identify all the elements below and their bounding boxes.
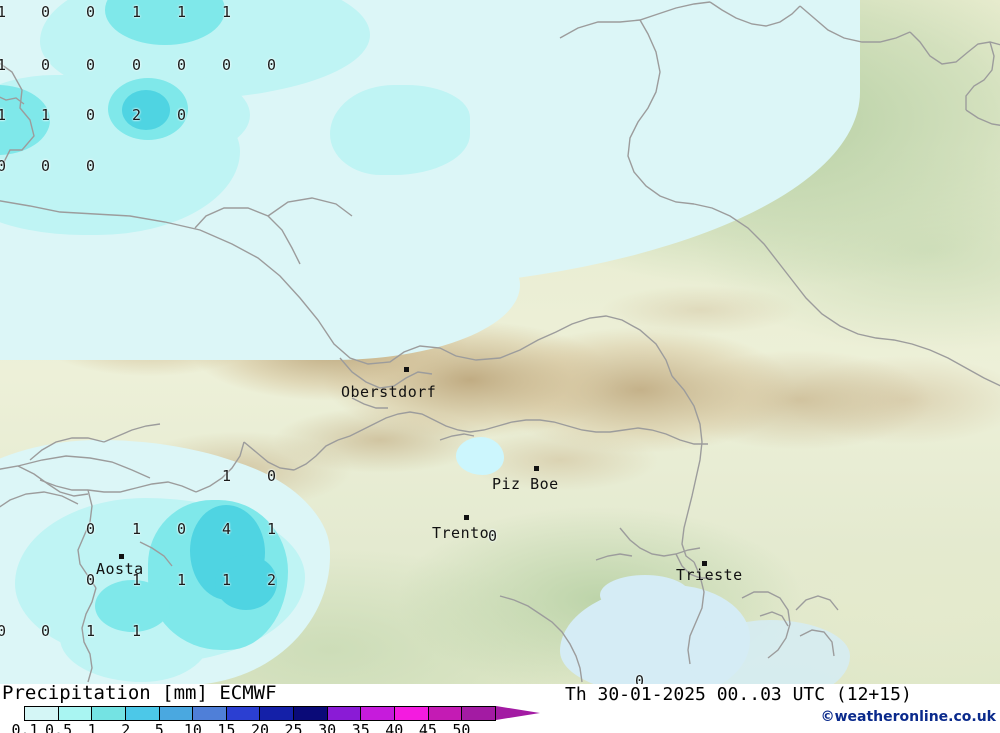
precip-value-label: 0 [177, 106, 187, 124]
precip-value-label: 0 [41, 157, 51, 175]
legend-tick-25: 25 [284, 721, 303, 733]
precip-band-0.5mm-north-d [330, 85, 470, 175]
legend-tick-30: 30 [318, 721, 337, 733]
precip-band-1mm-southwest-b [95, 580, 170, 632]
legend-tick-50: 50 [452, 721, 471, 733]
legend-swatch-30 [327, 707, 362, 720]
legend-tick-35: 35 [351, 721, 370, 733]
legend-tick-1: 1 [87, 721, 97, 733]
precip-band-0.1mm-northwest [0, 210, 520, 360]
legend-swatch-20 [260, 707, 295, 720]
precip-value-label: 0 [86, 3, 96, 21]
city-dot-icon [464, 515, 469, 520]
precip-value-label: 1 [0, 106, 7, 124]
precip-value-label: 0 [635, 672, 645, 684]
legend-tick-45: 45 [418, 721, 437, 733]
city-label: Aosta [96, 560, 144, 578]
precip-value-label: 0 [177, 56, 187, 74]
legend-swatch-0.5 [58, 707, 93, 720]
precip-value-label: 4 [222, 520, 232, 538]
precip-value-label: 0 [41, 56, 51, 74]
precip-value-label: 1 [132, 3, 142, 21]
precip-value-label: 0 [267, 467, 277, 485]
legend-tick-0.5: 0.5 [45, 721, 73, 733]
legend-tick-20: 20 [250, 721, 270, 733]
precip-value-label: 1 [222, 3, 232, 21]
legend-swatch-40 [395, 707, 429, 720]
legend-overflow-arrow-icon [496, 706, 540, 720]
precip-value-label: 0 [86, 571, 96, 589]
country-borders [0, 1, 1000, 683]
precip-value-label: 1 [132, 571, 142, 589]
legend-swatch-15 [226, 707, 261, 720]
legend-tick-5: 5 [154, 721, 164, 733]
precip-value-label: 0 [222, 56, 232, 74]
precip-value-label: 0 [86, 157, 96, 175]
precip-value-label: 0 [267, 56, 277, 74]
legend-colorbar[interactable] [24, 706, 496, 721]
precip-value-label: 0 [0, 157, 7, 175]
precip-value-label: 1 [0, 3, 7, 21]
city-label: Trieste [676, 566, 743, 584]
precip-band-0.5mm-streak [205, 54, 263, 68]
legend-tick-0.1: 0.1 [11, 721, 39, 733]
precip-band-2mm-southwest-b [215, 555, 277, 610]
copyright-notice: ©weatheronline.co.uk [820, 709, 996, 725]
legend-swatch-0.1 [25, 707, 59, 720]
precip-value-label: 1 [41, 106, 51, 124]
precip-value-label: 0 [41, 622, 51, 640]
legend-swatch-10 [193, 707, 227, 720]
legend-tick-15: 15 [217, 721, 236, 733]
precip-value-label: 0 [488, 527, 498, 545]
precip-value-label: 1 [0, 56, 7, 74]
legend-swatch-50 [462, 707, 495, 720]
legend-swatch-1 [92, 707, 126, 720]
precip-value-label: 1 [132, 622, 142, 640]
footer-bar: Precipitation [mm] ECMWF Th 30-01-2025 0… [0, 682, 1000, 733]
precip-value-label: 0 [41, 3, 51, 21]
legend-tick-40: 40 [385, 721, 404, 733]
precip-cell-alpine [456, 437, 504, 475]
precip-value-label: 0 [86, 106, 96, 124]
precip-value-label: 1 [177, 571, 187, 589]
precip-value-label: 0 [0, 622, 7, 640]
precip-value-label: 0 [86, 56, 96, 74]
legend-swatch-25 [294, 707, 328, 720]
sea-adriatic-east [690, 620, 850, 684]
legend-swatch-2 [125, 707, 160, 720]
legend-tick-2: 2 [121, 721, 131, 733]
city-label: Oberstdorf [341, 383, 437, 401]
city-dot-icon [534, 466, 539, 471]
precip-value-label: 1 [222, 571, 232, 589]
city-dot-icon [119, 554, 124, 559]
legend-swatch-45 [428, 707, 463, 720]
precip-value-label: 1 [132, 520, 142, 538]
city-label: Trento [432, 524, 490, 542]
precip-value-label: 2 [132, 106, 142, 124]
legend-tick-10: 10 [183, 721, 202, 733]
precip-value-label: 0 [132, 56, 142, 74]
city-dot-icon [404, 367, 409, 372]
precip-cell-2mm-north [122, 90, 170, 130]
city-dot-icon [702, 561, 707, 566]
precip-value-label: 1 [86, 622, 96, 640]
city-label: Piz Boe [492, 475, 559, 493]
precip-value-label: 1 [222, 467, 232, 485]
legend-swatch-35 [361, 707, 396, 720]
precip-value-label: 0 [86, 520, 96, 538]
valid-time-stamp: Th 30-01-2025 00..03 UTC (12+15) [565, 684, 912, 705]
legend-swatch-5 [159, 707, 194, 720]
precip-value-label: 1 [177, 3, 187, 21]
chart-title: Precipitation [mm] ECMWF [2, 682, 277, 704]
precip-value-label: 2 [267, 571, 277, 589]
precip-value-label: 1 [267, 520, 277, 538]
precip-value-label: 0 [177, 520, 187, 538]
